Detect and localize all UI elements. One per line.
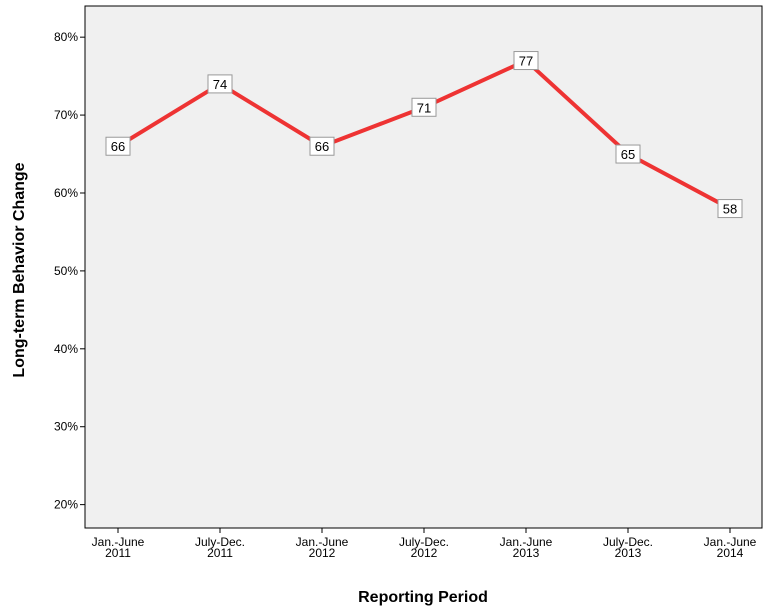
data-label: 58 <box>723 202 737 217</box>
y-tick-label: 60% <box>54 186 78 200</box>
data-label: 66 <box>315 139 329 154</box>
x-tick-label: July-Dec. 2012 <box>399 535 449 560</box>
x-tick-label: Jan.-June 2012 <box>296 535 349 560</box>
x-tick-label: July-Dec. 2011 <box>195 535 245 560</box>
x-axis: Jan.-June 2011 July-Dec. 2011 Jan.-June 2012 J… <box>92 528 757 560</box>
series-layer: 66 74 66 71 77 65 58 <box>105 51 743 219</box>
data-label: 77 <box>519 54 533 69</box>
x-tick-label: Jan.-June 2014 <box>704 535 757 560</box>
x-tick-label: Jan.-June 2011 <box>92 535 145 560</box>
y-tick-label: 30% <box>54 420 78 434</box>
y-tick-label: 70% <box>54 108 78 122</box>
data-point-marker <box>513 51 539 71</box>
data-point-marker <box>411 97 437 117</box>
x-axis-title: Reporting Period <box>358 589 488 606</box>
y-axis-title: Long-term Behavior Change <box>11 162 28 377</box>
data-label: 71 <box>417 100 431 115</box>
data-point-marker <box>105 136 131 156</box>
data-point-marker <box>309 136 335 156</box>
data-label: 66 <box>111 139 125 154</box>
plot-area <box>84 5 763 529</box>
data-label: 74 <box>213 77 227 92</box>
x-tick-label: July-Dec. 2013 <box>603 535 653 560</box>
y-tick-label: 40% <box>54 342 78 356</box>
y-axis: 20% 30% 40% 50% 60% 70% 80% <box>54 30 85 512</box>
data-point-marker <box>717 199 743 219</box>
data-label: 65 <box>621 147 635 162</box>
data-point-marker <box>615 144 641 164</box>
y-tick-label: 50% <box>54 264 78 278</box>
y-tick-label: 80% <box>54 30 78 44</box>
y-tick-label: 20% <box>54 498 78 512</box>
x-tick-label: Jan.-June 2013 <box>500 535 553 560</box>
data-point-marker <box>207 74 233 94</box>
